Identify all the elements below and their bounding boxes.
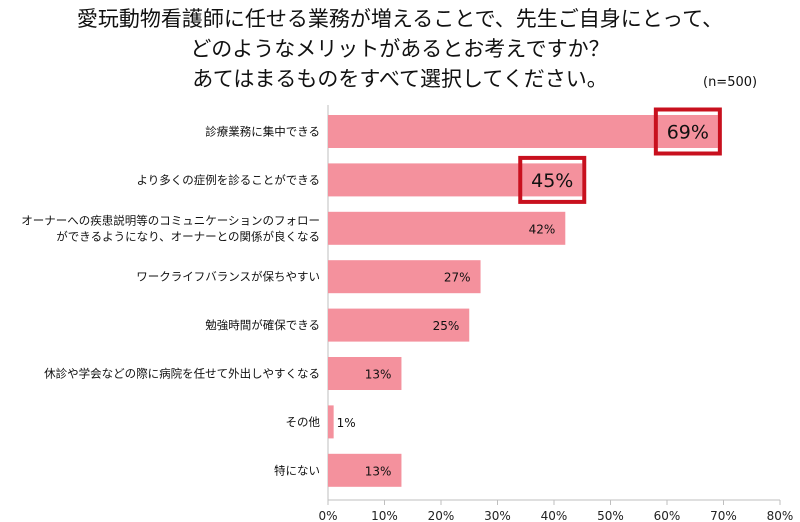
category-label: オーナーへの疾患説明等のコミュニケーションのフォロー: [21, 213, 320, 227]
x-tick-label: 30%: [484, 509, 511, 522]
bar: [328, 163, 583, 197]
x-tick-label: 80%: [767, 509, 794, 522]
highlight-box: [653, 107, 722, 156]
x-tick-label: 50%: [597, 509, 624, 522]
category-label: 休診や学会などの際に病院を任せて外出しやすくなる: [44, 367, 320, 381]
bar: [328, 260, 481, 294]
data-label: 45%: [531, 170, 573, 192]
data-label: 27%: [444, 271, 471, 285]
highlight-box: [518, 155, 587, 204]
title-line-2: どのようなメリットがあるとお考えですか？: [190, 37, 610, 61]
data-label: 25%: [433, 319, 460, 333]
bar: [328, 405, 334, 439]
category-label: その他: [286, 415, 321, 429]
x-tick-label: 10%: [371, 509, 398, 522]
bar: [328, 453, 402, 487]
x-tick-label: 40%: [541, 509, 568, 522]
category-label: ができるようになり、オーナーとの関係が良くなる: [56, 229, 320, 243]
data-label: 1%: [337, 416, 356, 430]
bar: [328, 357, 402, 390]
x-tick-label: 60%: [654, 509, 681, 522]
category-label: 勉強時間が確保できる: [205, 318, 320, 332]
category-label: ワークライフバランスが保ちやすい: [136, 270, 320, 284]
category-label: より多くの症例を診ることができる: [136, 173, 320, 187]
bar: [328, 211, 566, 245]
category-label: 特にない: [274, 463, 320, 477]
category-label: 診療業務に集中できる: [205, 125, 320, 139]
data-label: 13%: [365, 464, 392, 478]
data-label: 42%: [529, 222, 556, 236]
data-label: 69%: [667, 122, 709, 144]
data-label: 13%: [365, 368, 392, 382]
x-tick-label: 20%: [428, 509, 455, 522]
bar: [328, 115, 718, 148]
title-line-3: あてはまるものをすべて選択してください。: [192, 67, 608, 91]
chart-title: 愛玩動物看護師に任せる業務が増えることで、先生ご自身にとって、 どのようなメリッ…: [0, 4, 800, 94]
title-line-1: 愛玩動物看護師に任せる業務が増えることで、先生ご自身にとって、: [76, 7, 724, 31]
x-tick-label: 70%: [710, 509, 737, 522]
bar: [328, 308, 470, 342]
sample-size-note: (n=500): [703, 75, 758, 90]
x-tick-label: 0%: [318, 509, 337, 522]
